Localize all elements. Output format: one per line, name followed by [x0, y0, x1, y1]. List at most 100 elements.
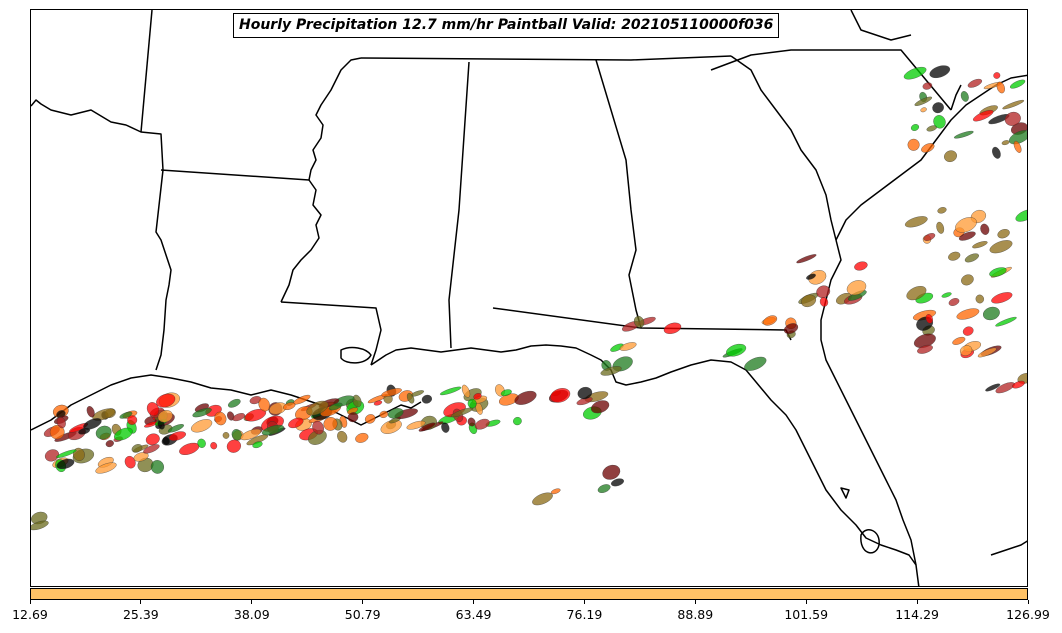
precip-blob — [997, 229, 1010, 239]
precip-blob — [763, 315, 778, 326]
precip-blob — [252, 441, 263, 449]
precip-blob — [907, 138, 920, 151]
precip-blob — [78, 427, 90, 435]
precip-blob — [989, 240, 1013, 254]
chart-title: Hourly Precipitation 12.7 mm/hr Paintbal… — [233, 13, 780, 38]
precip-blob — [328, 402, 343, 411]
precip-blob — [937, 207, 947, 214]
precip-blob — [925, 314, 933, 324]
precip-blob — [150, 460, 164, 474]
precip-blob — [1013, 140, 1022, 153]
precip-blob — [418, 422, 436, 432]
precip-blob — [726, 343, 747, 357]
precip-blob — [222, 432, 230, 439]
precip-blob — [191, 419, 213, 433]
precip-blob — [439, 386, 462, 396]
precip-blob — [127, 415, 138, 425]
precip-blob — [993, 72, 1001, 79]
precip-blob — [936, 221, 945, 234]
precip-blob — [980, 223, 990, 235]
border-mississippi-alabama — [448, 61, 470, 349]
precip-blob — [783, 323, 799, 334]
precip-blob — [955, 217, 977, 233]
precip-blob — [800, 294, 817, 308]
precip-blob — [473, 393, 482, 400]
state-borders — [31, 10, 1027, 586]
precip-blob — [904, 216, 928, 228]
precip-blob — [421, 394, 432, 404]
precip-blob — [1009, 79, 1026, 89]
precip-blob — [960, 91, 969, 102]
precip-blob — [406, 420, 426, 430]
precip-blob — [156, 393, 176, 408]
precip-blob — [226, 439, 241, 453]
precip-blob — [474, 418, 490, 430]
precip-blob — [1004, 111, 1021, 126]
precip-blob — [381, 388, 402, 397]
precip-blob — [133, 452, 149, 462]
precip-blob — [744, 356, 767, 371]
lake-pontchartrain — [340, 346, 372, 364]
precip-blob — [406, 392, 415, 404]
precip-blob — [602, 464, 621, 480]
colorbar-tick-label: 76.19 — [566, 607, 603, 622]
colorbar-tick-mark — [29, 600, 31, 604]
precip-blob — [467, 417, 476, 427]
precip-blob — [379, 410, 389, 418]
precip-blob — [373, 400, 383, 406]
precip-blob — [450, 407, 474, 418]
precip-blob — [192, 407, 212, 418]
coastline-texas — [31, 374, 422, 431]
colorbar-tick-mark — [916, 600, 918, 604]
colorbar-tick-label: 88.89 — [677, 607, 714, 622]
precip-blob — [619, 342, 637, 351]
border-arkansas-louisiana-ne — [31, 99, 164, 171]
colorbar-tick-mark — [362, 600, 364, 604]
precip-blob — [312, 420, 324, 435]
precip-blob — [961, 274, 974, 286]
precip-blob — [44, 449, 60, 462]
precip-blob — [550, 488, 561, 495]
precip-blob — [514, 390, 537, 405]
colorbar-tick-label: 12.69 — [12, 607, 48, 622]
colorbar-tick-mark — [251, 600, 253, 604]
precip-blob — [806, 273, 816, 280]
precip-blob — [214, 411, 227, 426]
colorbar-tick-label: 38.09 — [233, 607, 270, 622]
precip-blob — [227, 398, 241, 408]
precip-blob — [972, 241, 988, 249]
precip-blob — [232, 413, 245, 422]
border-arkansas-west — [140, 10, 153, 133]
colorbar-tick-label: 114.29 — [895, 607, 939, 622]
precip-blob — [590, 400, 610, 414]
precip-blob — [146, 402, 160, 417]
colorbar-tick-mark — [694, 600, 696, 604]
precip-blob — [633, 316, 645, 328]
border-arkansas-south — [160, 169, 310, 181]
precip-blob — [86, 406, 95, 418]
precip-blob — [31, 520, 49, 531]
precip-blob — [83, 418, 102, 430]
precip-blob — [131, 444, 143, 453]
border-louisiana-west — [155, 169, 172, 371]
coastline-northeast — [990, 540, 1027, 556]
precip-blob — [1015, 209, 1027, 222]
precipitation-blobs — [31, 65, 1027, 531]
precip-blob — [959, 345, 973, 356]
precip-blob — [973, 110, 994, 122]
precip-blob — [467, 398, 477, 409]
precip-blob — [95, 462, 117, 474]
colorbar — [30, 588, 1028, 600]
colorbar-tick-label: 63.49 — [455, 607, 492, 622]
precip-blob — [114, 427, 133, 441]
precip-blob — [920, 107, 927, 113]
precip-blob — [910, 124, 920, 131]
border-mississippi-river — [308, 57, 362, 181]
colorbar-tick-mark — [1027, 600, 1029, 604]
precip-blob — [854, 261, 868, 271]
precip-blob — [179, 442, 200, 455]
precip-blob — [513, 417, 522, 426]
precip-blob — [500, 389, 512, 397]
precip-blob — [923, 233, 936, 241]
precip-blob — [168, 431, 186, 441]
